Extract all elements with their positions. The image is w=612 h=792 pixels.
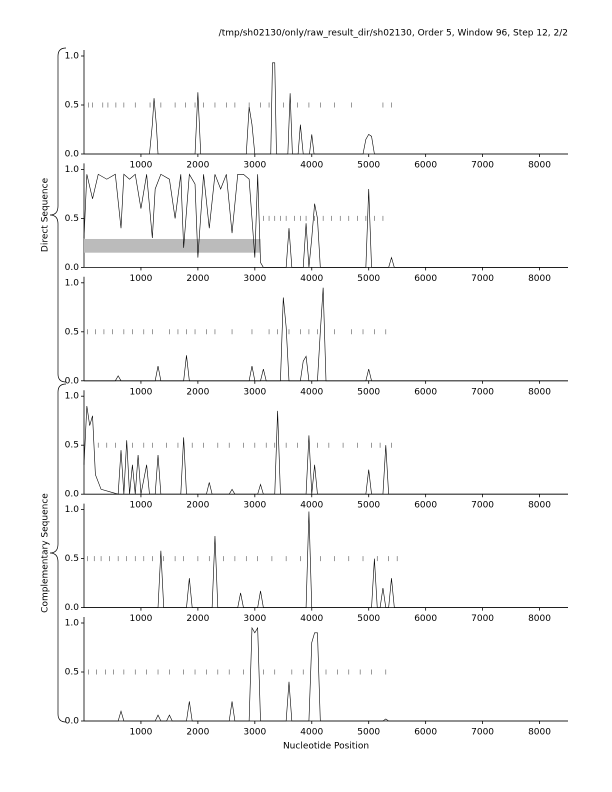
x-tick-label: 1000 — [129, 274, 152, 284]
x-tick-label: 2000 — [186, 161, 209, 171]
score-line — [84, 626, 568, 722]
x-tick-label: 3000 — [243, 387, 266, 397]
y-tick-label: 0.5 — [65, 327, 79, 337]
x-tick-label: 5000 — [357, 161, 380, 171]
y-tick-label: 1.0 — [65, 619, 80, 629]
x-tick-label: 4000 — [300, 274, 323, 284]
x-tick-label: 1000 — [129, 728, 152, 738]
score-line — [84, 287, 568, 382]
x-tick-label: 5000 — [357, 387, 380, 397]
y-tick-label: 0.5 — [65, 101, 79, 111]
x-tick-label: 3000 — [243, 161, 266, 171]
group-brace — [49, 47, 67, 383]
x-tick-label: 7000 — [471, 614, 494, 624]
y-tick-label: 0.0 — [65, 376, 80, 386]
x-tick-label: 1000 — [129, 161, 152, 171]
x-tick-label: 6000 — [414, 274, 437, 284]
x-tick-label: 6000 — [414, 728, 437, 738]
group-brace — [49, 383, 67, 723]
x-tick-label: 8000 — [528, 161, 551, 171]
x-tick-label: 5000 — [357, 274, 380, 284]
x-tick-label: 6000 — [414, 501, 437, 511]
y-tick-label: 0.0 — [65, 603, 80, 613]
y-tick-label: 1.0 — [65, 278, 80, 288]
x-tick-label: 1000 — [129, 614, 152, 624]
x-tick-label: 7000 — [471, 274, 494, 284]
x-tick-label: 2000 — [186, 274, 209, 284]
y-tick-label: 1.0 — [65, 392, 80, 402]
group-label: Direct Sequence — [41, 177, 51, 252]
score-line — [83, 405, 568, 495]
x-tick-label: 8000 — [528, 274, 551, 284]
x-tick-label: 3000 — [243, 728, 266, 738]
highlight-band — [84, 238, 261, 253]
figure-title: /tmp/sh02130/only/raw_result_dir/sh02130… — [219, 29, 568, 39]
x-tick-label: 2000 — [186, 387, 209, 397]
x-tick-label: 6000 — [414, 161, 437, 171]
x-tick-label: 5000 — [357, 614, 380, 624]
x-tick-label: 4000 — [300, 501, 323, 511]
x-tick-label: 3000 — [243, 274, 266, 284]
x-tick-label: 3000 — [243, 501, 266, 511]
score-line — [84, 62, 568, 155]
x-tick-label: 7000 — [471, 501, 494, 511]
y-tick-label: 0.5 — [65, 214, 79, 224]
x-axis-label: Nucleotide Position — [283, 742, 369, 752]
y-tick-label: 0.5 — [65, 554, 79, 564]
x-tick-label: 4000 — [300, 161, 323, 171]
y-tick-label: 1.0 — [65, 165, 80, 175]
x-tick-label: 7000 — [471, 161, 494, 171]
x-tick-label: 7000 — [471, 387, 494, 397]
x-tick-label: 8000 — [528, 387, 551, 397]
y-tick-label: 0.0 — [65, 490, 80, 500]
x-tick-label: 8000 — [528, 501, 551, 511]
x-tick-label: 4000 — [300, 728, 323, 738]
y-tick-label: 1.0 — [65, 52, 80, 62]
x-tick-label: 2000 — [186, 728, 209, 738]
x-tick-label: 4000 — [300, 387, 323, 397]
x-tick-label: 4000 — [300, 614, 323, 624]
x-tick-label: 6000 — [414, 614, 437, 624]
y-tick-label: 0.5 — [65, 441, 79, 451]
y-tick-label: 1.0 — [65, 505, 80, 515]
y-tick-label: 0.5 — [65, 668, 79, 678]
group-label: Complementary Sequence — [41, 493, 51, 613]
score-line — [84, 511, 568, 608]
x-tick-label: 2000 — [186, 501, 209, 511]
x-tick-label: 5000 — [357, 728, 380, 738]
x-tick-label: 3000 — [243, 614, 266, 624]
y-tick-label: 0.0 — [65, 717, 80, 727]
x-tick-label: 8000 — [528, 728, 551, 738]
x-tick-label: 7000 — [471, 728, 494, 738]
x-tick-label: 8000 — [528, 614, 551, 624]
y-tick-label: 0.0 — [65, 150, 80, 160]
x-tick-label: 1000 — [129, 387, 152, 397]
x-tick-label: 2000 — [186, 614, 209, 624]
y-tick-label: 0.0 — [65, 263, 80, 273]
x-tick-label: 1000 — [129, 501, 152, 511]
x-tick-label: 5000 — [357, 501, 380, 511]
x-tick-label: 6000 — [414, 387, 437, 397]
score-line — [83, 173, 568, 268]
